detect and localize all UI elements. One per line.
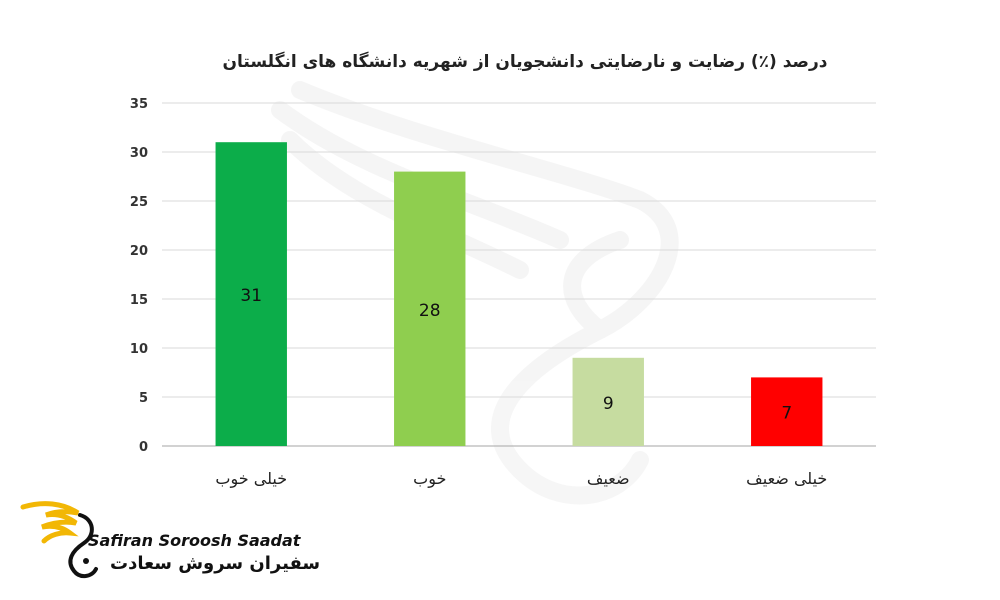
chart-title: درصد (٪) رضایت و نارضایتی دانشجویان از ش… [222,52,828,72]
y-tick-label: 10 [130,342,148,357]
bar [751,377,823,446]
x-tick-label: خیلی خوب [215,469,287,489]
data-label: 9 [603,394,614,414]
bar [572,357,644,446]
y-tick-label: 0 [139,440,148,455]
y-tick-label: 30 [130,146,148,161]
data-label: 28 [419,301,441,321]
logo-text-fa: سفیران سروش سعادت [110,553,321,574]
y-tick-label: 15 [130,293,148,308]
y-tick-label: 5 [139,391,148,406]
data-label: 31 [240,286,262,306]
x-tick-label: ضعیف [587,469,630,488]
x-tick-label: خیلی ضعیف [746,469,827,488]
y-tick-label: 25 [130,195,148,210]
bar [394,171,466,446]
brand-logo: Safiran Soroosh Saadat سفیران سروش سعادت [18,495,320,585]
x-tick-label: خوب [413,469,446,489]
logo-text-en: Safiran Soroosh Saadat [88,531,301,550]
data-label: 7 [781,404,792,424]
swan-logo-icon [20,501,98,578]
y-tick-label: 35 [130,97,148,112]
y-tick-label: 20 [130,244,148,259]
bar [215,142,287,446]
